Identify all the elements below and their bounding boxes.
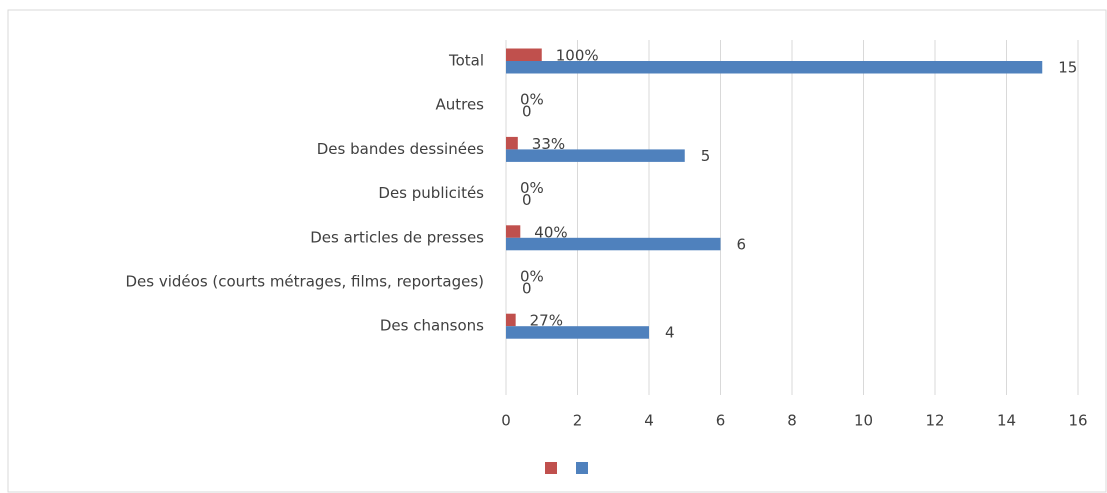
- data-label: 100%: [556, 47, 599, 65]
- data-label: 4: [665, 324, 675, 342]
- data-label: 0: [522, 280, 532, 298]
- y-tick-label: Des chansons: [380, 317, 484, 335]
- x-tick-label: 0: [501, 412, 511, 430]
- data-label: 27%: [530, 312, 563, 330]
- y-tick-label: Des articles de presses: [310, 228, 484, 246]
- bar: [506, 48, 542, 61]
- legend-swatch: [545, 462, 557, 474]
- y-tick-label: Des bandes dessinées: [317, 140, 484, 158]
- y-tick-label: Des publicités: [378, 184, 484, 202]
- bar: [506, 136, 518, 150]
- data-label: 0: [522, 191, 532, 209]
- data-label: 0%: [520, 268, 544, 286]
- bar: [506, 61, 1043, 74]
- y-tick-label: Total: [448, 52, 484, 70]
- x-tick-label: 14: [997, 412, 1016, 430]
- chart-frame: [7, 9, 1107, 493]
- bar: [506, 237, 721, 251]
- x-tick-label: 8: [787, 412, 797, 430]
- data-label: 5: [701, 147, 711, 165]
- data-label: 6: [737, 235, 747, 253]
- data-label: 0%: [520, 91, 544, 109]
- x-tick-label: 4: [644, 412, 654, 430]
- bar: [506, 313, 516, 327]
- y-tick-label: Des vidéos (courts métrages, films, repo…: [125, 273, 484, 291]
- x-tick-label: 10: [854, 412, 873, 430]
- data-label: 0%: [520, 179, 544, 197]
- x-tick-label: 12: [925, 412, 944, 430]
- data-label: 15: [1058, 59, 1077, 77]
- data-label: 40%: [534, 223, 567, 241]
- y-tick-label: Autres: [435, 96, 484, 114]
- legend-swatch: [576, 462, 588, 474]
- bar: [506, 149, 685, 162]
- bar: [506, 225, 521, 238]
- data-label: 0: [522, 103, 532, 121]
- data-label: 33%: [532, 135, 565, 153]
- x-tick-label: 16: [1068, 412, 1087, 430]
- x-tick-label: 2: [573, 412, 583, 430]
- x-tick-label: 6: [716, 412, 726, 430]
- bar: [506, 326, 649, 339]
